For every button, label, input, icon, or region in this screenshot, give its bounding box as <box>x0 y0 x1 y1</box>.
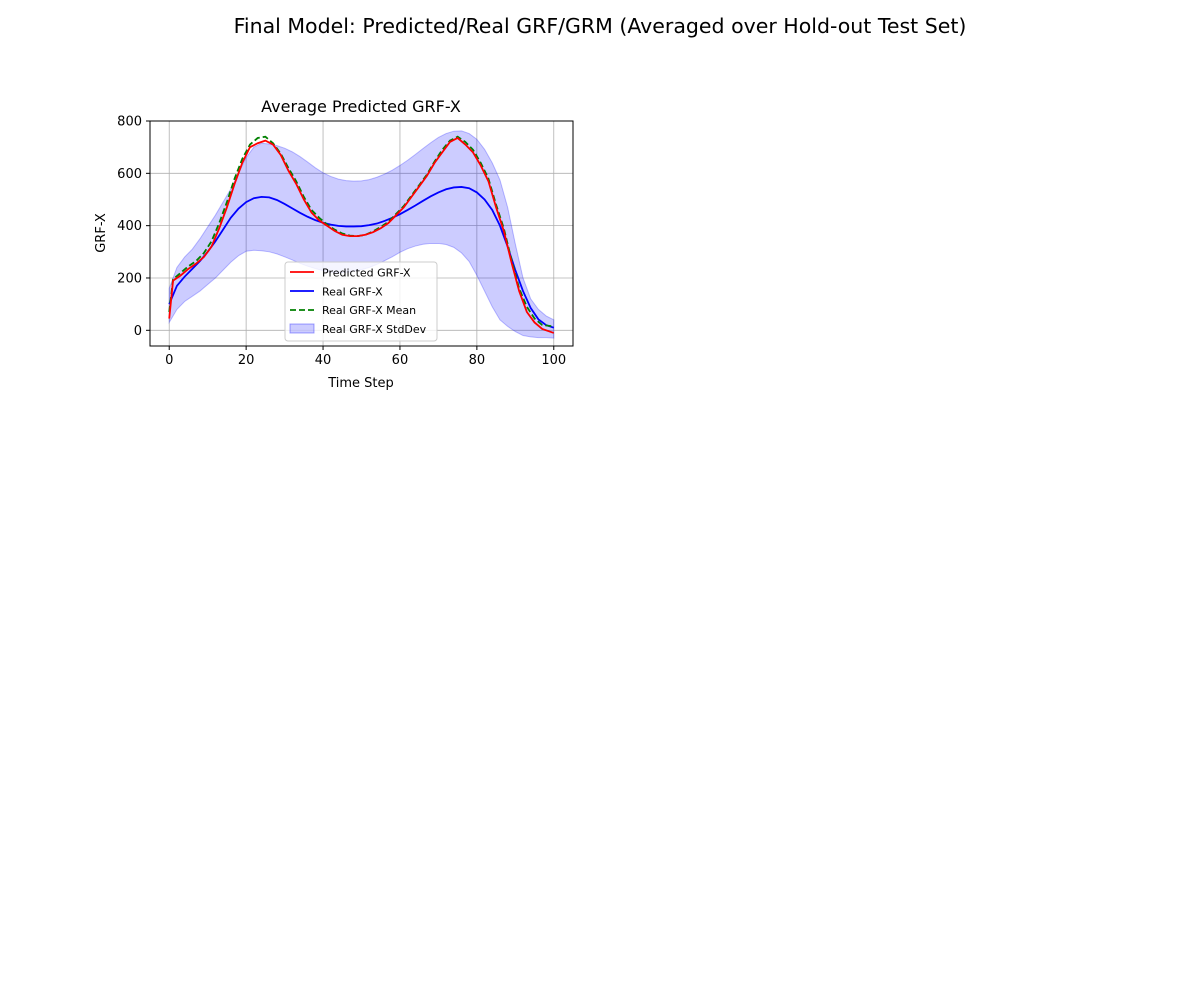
x-tick-label-60: 60 <box>392 353 409 368</box>
legend-label-real-mean: Real GRF-X Mean <box>322 304 416 317</box>
axis-ticks: 0 20 40 60 80 100 0 200 400 600 800 <box>117 115 566 369</box>
legend-label-real: Real GRF-X <box>322 286 383 299</box>
x-tick-label-40: 40 <box>315 353 332 368</box>
legend-label-stddev: Real GRF-X StdDev <box>322 323 427 336</box>
x-axis-label: Time Step <box>327 376 394 391</box>
y-tick-label-400: 400 <box>117 219 142 234</box>
legend-frame <box>284 261 438 342</box>
y-tick-label-800: 800 <box>117 115 142 130</box>
x-tick-label-100: 100 <box>541 353 566 368</box>
y-tick-label-600: 600 <box>117 167 142 182</box>
figure-suptitle: Final Model: Predicted/Real GRF/GRM (Ave… <box>233 14 967 38</box>
y-axis-label: GRF-X <box>94 213 109 253</box>
legend-label-predicted: Predicted GRF-X <box>322 267 411 280</box>
x-tick-label-20: 20 <box>238 353 255 368</box>
real-grf-x-line <box>168 186 555 329</box>
predicted-grf-x-line <box>168 136 555 334</box>
legend: Predicted GRF-X Real GRF-X Real GRF-X Me… <box>284 261 438 342</box>
y-tick-label-0: 0 <box>134 324 142 339</box>
y-tick-label-200: 200 <box>117 271 142 286</box>
x-tick-label-80: 80 <box>469 353 486 368</box>
chart-title: Average Predicted GRF-X <box>261 97 461 116</box>
x-tick-label-0: 0 <box>165 353 173 368</box>
stddev-band <box>168 130 555 339</box>
legend-swatch-stddev <box>289 323 315 334</box>
axes-frame <box>149 120 574 347</box>
